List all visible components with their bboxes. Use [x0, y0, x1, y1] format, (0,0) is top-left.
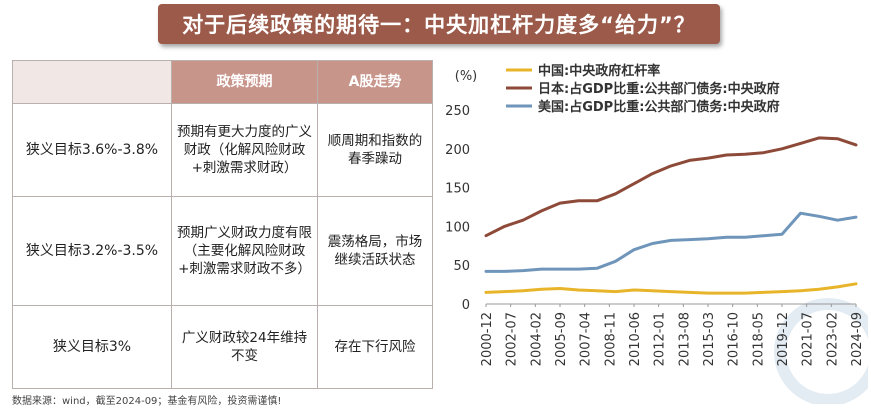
legend-label-1: 日本:占GDP比重:公共部门债务:中央政府 — [538, 81, 780, 97]
x-tick-label: 2019-12 — [776, 312, 791, 366]
table-cell-policy: 广义财政较24年维持不变 — [171, 305, 318, 389]
series-line-0 — [484, 282, 858, 295]
y-tick-label: 0 — [462, 298, 470, 313]
table-row: 狭义目标3.2%-3.5% 预期广义财政力度有限（主要化解风险财政+刺激需求财政… — [12, 196, 433, 306]
x-tick-label: 2008-11 — [603, 312, 618, 366]
x-tick-label: 2015-03 — [702, 312, 717, 366]
table-header-row: 政策预期 A股走势 — [12, 60, 433, 104]
x-tick-label: 2023-02 — [825, 312, 840, 366]
table-cell-policy: 预期有更大力度的广义财政（化解风险财政+刺激需求财政） — [171, 103, 318, 197]
y-tick-label: 200 — [445, 143, 470, 158]
y-tick-label: 50 — [453, 259, 470, 274]
table-cell-policy: 预期广义财政力度有限（主要化解风险财政+刺激需求财政不多） — [171, 196, 318, 306]
table-cell-target: 狭义目标3.2%-3.5% — [12, 196, 172, 306]
y-tick-label: 100 — [445, 220, 470, 235]
table-header-market: A股走势 — [317, 60, 433, 104]
page-title-banner: 对于后续政策的期待一：中央加杠杆力度多“给力”？ — [158, 4, 720, 44]
table-cell-target: 狭义目标3% — [12, 305, 172, 389]
x-tick-label: 2000-12 — [480, 312, 495, 366]
x-tick-label: 2016-10 — [727, 312, 742, 366]
table-row: 狭义目标3% 广义财政较24年维持不变 存在下行风险 — [12, 305, 433, 389]
table-cell-market: 存在下行风险 — [317, 305, 433, 389]
series-line-2 — [484, 211, 858, 273]
x-tick-label: 2010-06 — [628, 312, 643, 366]
x-tick-label: 2018-05 — [751, 312, 766, 366]
legend-label-2: 美国:占GDP比重:公共部门债务:中央政府 — [538, 99, 780, 115]
series-line-1 — [484, 136, 858, 238]
table-cell-market: 震荡格局，市场继续活跃状态 — [317, 196, 433, 306]
legend-label-0: 中国:中央政府杠杆率 — [538, 63, 660, 79]
x-tick-label: 2007-04 — [579, 312, 594, 366]
page-title: 对于后续政策的期待一：中央加杠杆力度多“给力”？ — [182, 13, 696, 37]
table-cell-target: 狭义目标3.6%-3.8% — [12, 103, 172, 197]
y-tick-label: 250 — [445, 104, 470, 119]
source-note: 数据来源：wind，截至2024-09；基金有风险，投资需谨慎! — [12, 396, 282, 407]
table-header-policy: 政策预期 — [171, 60, 318, 104]
debt-ratio-line-chart: (%) 0 50 100 150 200 250 2000-12 2002-07 2004-02 2… — [445, 63, 868, 404]
x-tick-label: 2024-09 — [850, 312, 865, 366]
x-tick-label: 2021-07 — [801, 312, 816, 366]
x-tick-label: 2004-02 — [529, 312, 544, 366]
policy-expectation-table: 政策预期 A股走势 狭义目标3.6%-3.8% 预期有更大力度的广义财政（化解风… — [12, 60, 433, 389]
y-axis-unit-label: (%) — [455, 69, 478, 84]
table-row: 狭义目标3.6%-3.8% 预期有更大力度的广义财政（化解风险财政+刺激需求财政… — [12, 103, 433, 197]
y-tick-label: 150 — [445, 182, 470, 197]
table-cell-market: 顺周期和指数的春季躁动 — [317, 103, 433, 197]
x-tick-label: 2002-07 — [505, 312, 520, 366]
x-tick-label: 2005-09 — [554, 312, 569, 366]
x-tick-label: 2013-08 — [677, 312, 692, 366]
x-tick-label: 2012-01 — [653, 312, 668, 366]
table-header-corner — [12, 60, 172, 104]
